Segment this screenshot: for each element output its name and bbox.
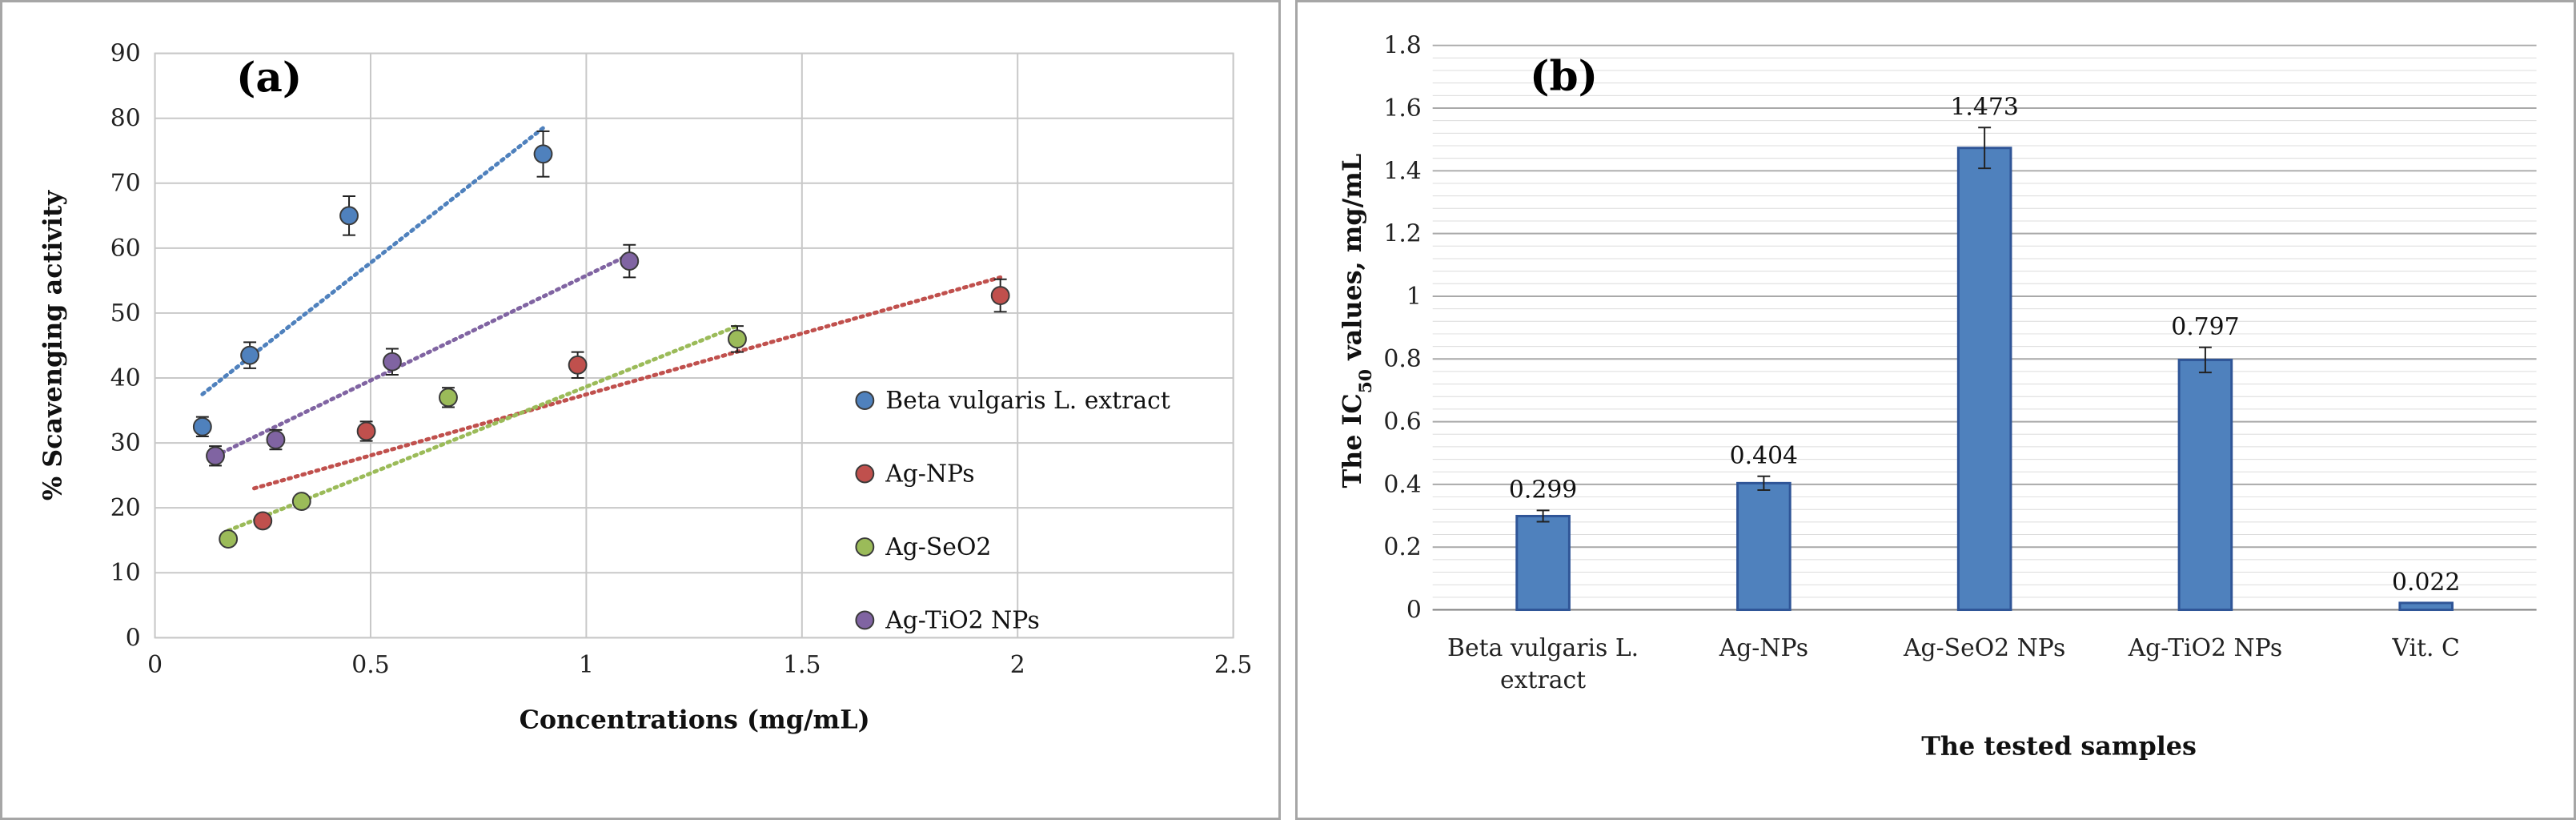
x-tick-label: 2 bbox=[1010, 651, 1025, 679]
error-bar bbox=[1978, 127, 1992, 170]
data-points bbox=[192, 130, 1010, 549]
data-point bbox=[266, 430, 286, 449]
data-label: 0.797 bbox=[2171, 313, 2239, 341]
legend-label: Ag-SeO2 bbox=[885, 533, 991, 561]
y-tick-label: 30 bbox=[110, 429, 141, 457]
data-point bbox=[206, 446, 225, 466]
bar-chart: 0 0.2 0.4 0.6 0.8 1 1.2 1.4 1.6 1.8 0.299 0.404 1.4… bbox=[1337, 32, 2537, 761]
y-tick-label: 10 bbox=[110, 559, 141, 587]
data-point bbox=[240, 345, 260, 365]
data-label: 0.299 bbox=[1509, 476, 1577, 504]
data-point bbox=[219, 529, 239, 549]
category-label: Beta vulgaris L. extract bbox=[1447, 634, 1639, 694]
y-tick-label: 0 bbox=[126, 624, 141, 652]
data-label: 0.404 bbox=[1730, 442, 1798, 470]
y-tick-label: 1.4 bbox=[1383, 157, 1421, 185]
tick-labels: 0 10 20 30 40 50 60 70 80 90 0 0.5 1 1.5 2 2.5 bbox=[110, 40, 1253, 680]
y-tick-label: 0 bbox=[1406, 596, 1422, 624]
data-point bbox=[439, 388, 458, 408]
legend-label: Ag-TiO2 NPs bbox=[885, 606, 1040, 634]
bar bbox=[1515, 514, 1571, 612]
scatter-chart: 0 10 20 30 40 50 60 70 80 90 0 0.5 1 1.5 2 2.5 (a) Conc… bbox=[37, 40, 1253, 735]
bar bbox=[2398, 601, 2454, 612]
data-label: 0.022 bbox=[2392, 569, 2460, 597]
category-label: Vit. C bbox=[2392, 634, 2460, 662]
y-tick-label: 70 bbox=[110, 170, 141, 198]
y-tick-label: 60 bbox=[110, 235, 141, 263]
data-point bbox=[253, 511, 273, 531]
data-point bbox=[990, 286, 1010, 305]
x-tick-label: 2.5 bbox=[1214, 651, 1252, 679]
data-label: 1.473 bbox=[1950, 93, 2018, 121]
category-label: Ag-NPs bbox=[1719, 634, 1808, 662]
trend-line bbox=[200, 126, 546, 396]
category-label: Ag-SeO2 NPs bbox=[1903, 634, 2065, 662]
y-tick-label: 40 bbox=[110, 364, 141, 392]
trend-line bbox=[213, 252, 632, 458]
x-tick-label: 0.5 bbox=[351, 651, 389, 679]
trend-line bbox=[252, 275, 1003, 491]
trend-line bbox=[226, 324, 740, 533]
legend-marker bbox=[855, 391, 875, 410]
legend-label: Beta vulgaris L. extract bbox=[885, 387, 1170, 415]
y-tick-label: 1.6 bbox=[1383, 94, 1421, 123]
data-labels: 0.299 0.404 1.473 0.797 0.022 bbox=[1509, 93, 2460, 597]
grid-lines bbox=[154, 52, 1234, 639]
y-tick-label: 1.8 bbox=[1383, 32, 1421, 60]
data-point bbox=[339, 206, 359, 226]
y-axis-title: The IC50 values, mg/mL bbox=[1337, 154, 1376, 488]
bars bbox=[1515, 127, 2454, 612]
legend-marker bbox=[855, 537, 875, 557]
data-point bbox=[291, 492, 311, 511]
data-point bbox=[568, 355, 588, 375]
y-tick-label: 0.6 bbox=[1383, 408, 1421, 436]
error-bar bbox=[2198, 346, 2212, 374]
bar bbox=[1956, 147, 2012, 612]
data-point bbox=[620, 251, 640, 271]
plot-area bbox=[154, 52, 1234, 639]
error-bar bbox=[1757, 475, 1771, 491]
data-point bbox=[356, 421, 376, 441]
y-axis-title: % Scavenging activity bbox=[37, 189, 67, 500]
y-tick-label: 90 bbox=[110, 40, 141, 68]
error-bar bbox=[1536, 509, 1550, 523]
y-tick-label: 20 bbox=[110, 494, 141, 522]
category-labels: Beta vulgaris L. extract Ag-NPs Ag-SeO2 NPs… bbox=[1447, 634, 2460, 694]
y-tick-label: 1.2 bbox=[1383, 220, 1421, 248]
x-tick-label: 1 bbox=[579, 651, 594, 679]
category-label: Ag-TiO2 NPs bbox=[2128, 634, 2283, 662]
data-point bbox=[533, 144, 553, 164]
data-point bbox=[192, 416, 212, 436]
y-tick-label: 0.2 bbox=[1383, 533, 1421, 561]
data-point bbox=[382, 352, 402, 372]
bar bbox=[1736, 481, 1792, 612]
y-tick-label: 0.8 bbox=[1383, 345, 1421, 373]
legend: Beta vulgaris L. extract Ag-NPs Ag-SeO2 Ag-… bbox=[855, 387, 1170, 634]
legend-marker bbox=[855, 610, 875, 630]
y-tick-label: 80 bbox=[110, 105, 141, 133]
bar bbox=[2177, 358, 2233, 612]
x-tick-label: 0 bbox=[147, 651, 163, 679]
chart-panel-a: 0 10 20 30 40 50 60 70 80 90 0 0.5 1 1.5 2 2.5 (a) Conc… bbox=[0, 0, 1281, 820]
data-point bbox=[728, 329, 747, 349]
chart-panel-b: 0 0.2 0.4 0.6 0.8 1 1.2 1.4 1.6 1.8 0.299 0.404 1.4… bbox=[1295, 0, 2576, 820]
y-tick-label: 50 bbox=[110, 299, 141, 328]
y-tick-label: 1 bbox=[1406, 283, 1422, 311]
trend-lines bbox=[200, 126, 1003, 533]
legend-marker bbox=[855, 464, 875, 484]
x-axis-title: Concentrations (mg/mL) bbox=[520, 705, 870, 735]
panel-label-b: (b) bbox=[1530, 51, 1598, 100]
x-tick-label: 1.5 bbox=[783, 651, 821, 679]
panel-label-a: (a) bbox=[236, 53, 302, 102]
tick-labels: 0 0.2 0.4 0.6 0.8 1 1.2 1.4 1.6 1.8 bbox=[1383, 32, 1421, 625]
y-tick-label: 0.4 bbox=[1383, 471, 1421, 499]
legend-label: Ag-NPs bbox=[885, 460, 974, 488]
x-axis-title: The tested samples bbox=[1921, 730, 2197, 761]
